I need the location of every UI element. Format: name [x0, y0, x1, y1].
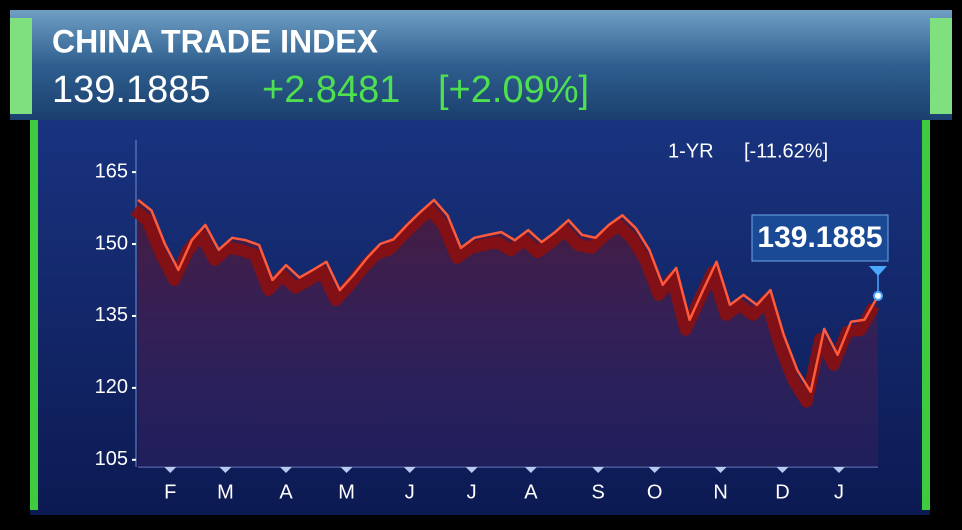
x-tick: [648, 467, 661, 473]
callout-pointer: [869, 266, 887, 276]
period-change: [-11.62%]: [744, 140, 828, 162]
change: +2.8481: [262, 69, 400, 111]
y-tick-label: 105: [95, 448, 128, 470]
x-tick-label: F: [164, 481, 176, 503]
y-tick-label: 165: [95, 160, 128, 182]
y-tick-label: 135: [95, 304, 128, 326]
x-tick: [776, 467, 789, 473]
x-tick: [592, 467, 605, 473]
x-tick-label: N: [713, 481, 727, 503]
y-tick-label: 120: [95, 376, 128, 398]
x-tick: [164, 467, 177, 473]
x-tick: [219, 467, 232, 473]
x-tick-label: M: [338, 481, 355, 503]
right-accent: [922, 120, 930, 510]
change-pct: [+2.09%]: [438, 69, 589, 111]
line: [137, 198, 880, 393]
last-point: [873, 290, 883, 301]
x-tick: [280, 467, 292, 473]
y-tick-label: 150: [95, 232, 128, 254]
callout-label: 139.1885: [757, 221, 882, 254]
x-tick-label: D: [775, 481, 789, 503]
x-tick: [340, 467, 353, 473]
x-tick: [465, 467, 478, 473]
x-tick-label: J: [405, 481, 415, 503]
x-tick: [403, 467, 416, 473]
x-tick-label: J: [834, 481, 844, 503]
x-tick-label: A: [279, 481, 293, 503]
header-left-accent: [10, 18, 32, 114]
line-shadow: [130, 203, 880, 408]
x-tick-label: O: [647, 481, 663, 503]
header-bar: [10, 10, 952, 120]
period-label: 1-YR: [668, 140, 714, 162]
x-tick-label: S: [591, 481, 604, 503]
left-accent: [30, 120, 38, 510]
title: CHINA TRADE INDEX: [52, 23, 379, 59]
x-tick: [524, 467, 537, 473]
x-tick-label: M: [217, 481, 234, 503]
price: 139.1885: [52, 69, 211, 111]
x-tick-label: A: [524, 481, 538, 503]
x-tick-label: J: [467, 481, 477, 503]
x-tick: [832, 467, 845, 473]
x-tick: [714, 467, 727, 473]
callout-box: [751, 214, 889, 262]
header-right-accent: [930, 18, 952, 114]
